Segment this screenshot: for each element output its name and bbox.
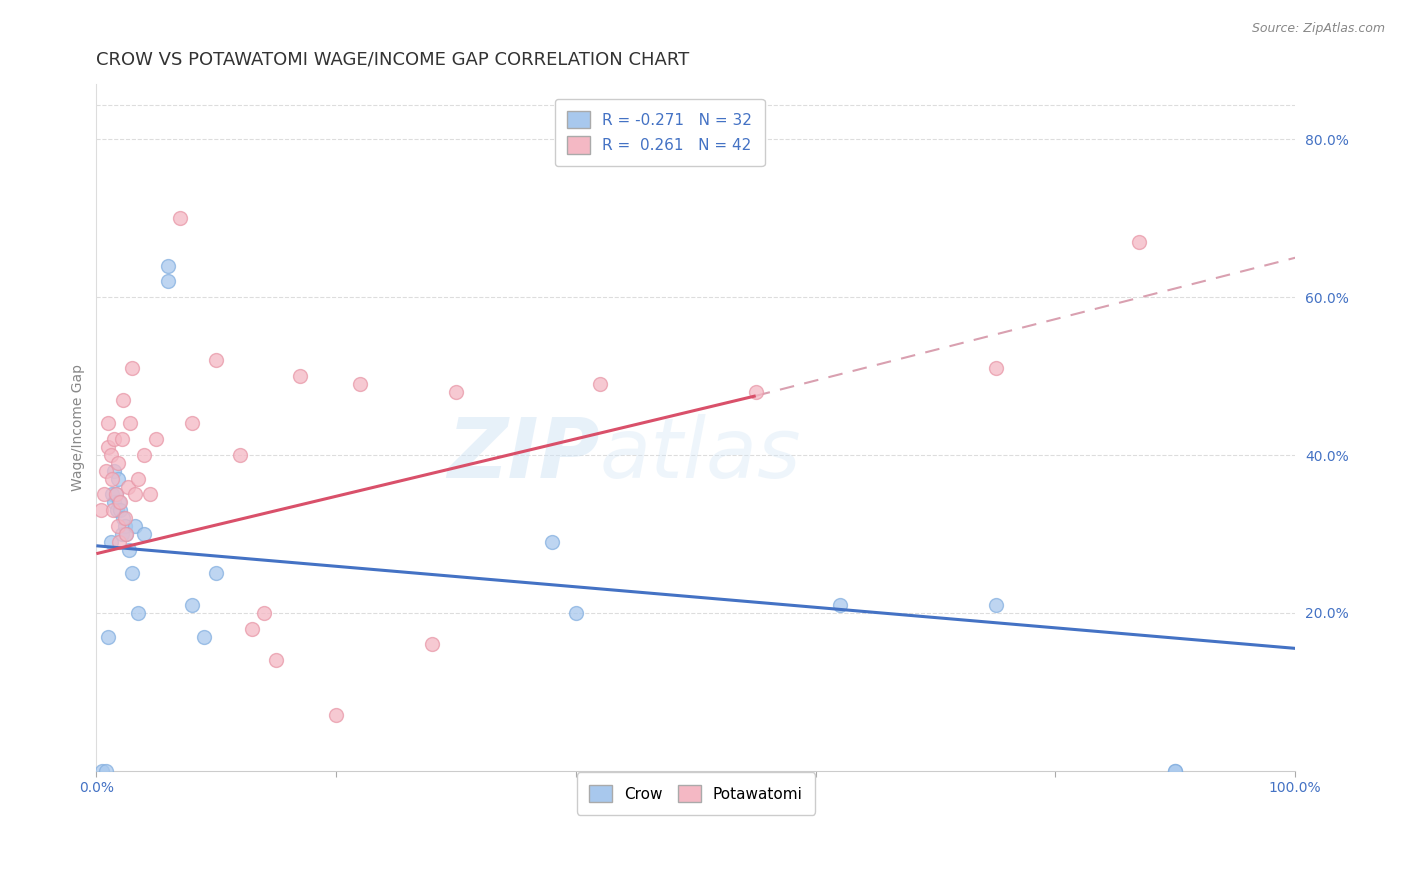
Point [139,487,162,501]
Point [229,448,252,462]
Point [97,630,120,644]
Point [325,708,347,723]
Point [101,472,124,486]
Point [121,361,143,376]
Point [205,353,228,368]
Point [110,527,132,541]
Point [541,534,564,549]
Point [145,432,167,446]
Text: ZIP: ZIP [447,415,600,495]
Point [103,495,125,509]
Point [104,487,127,501]
Point [193,630,215,644]
Point [91,764,114,778]
Point [104,487,127,501]
Point [110,432,132,446]
Point [121,566,143,581]
Point [181,417,204,431]
Point [745,384,768,399]
Point [1164,764,1187,778]
Point [107,456,129,470]
Point [420,637,443,651]
Point [1164,764,1187,778]
Point [97,440,120,454]
Point [111,511,134,525]
Point [117,480,139,494]
Point [118,542,141,557]
Point [124,487,146,501]
Legend: Crow, Potawatomi: Crow, Potawatomi [576,772,815,814]
Point [124,519,146,533]
Point [108,534,131,549]
Y-axis label: Wage/Income Gap: Wage/Income Gap [72,364,86,491]
Text: CROW VS POTAWATOMI WAGE/INCOME GAP CORRELATION CHART: CROW VS POTAWATOMI WAGE/INCOME GAP CORRE… [97,51,689,69]
Point [984,598,1007,612]
Point [1128,235,1150,249]
Point [181,598,204,612]
Point [114,511,136,525]
Point [110,503,132,517]
Point [103,432,125,446]
Point [115,527,138,541]
Point [589,376,612,391]
Point [157,274,180,288]
Point [984,361,1007,376]
Point [134,527,156,541]
Point [169,211,191,226]
Point [349,376,371,391]
Point [103,464,125,478]
Point [240,622,263,636]
Point [110,495,132,509]
Point [94,464,117,478]
Point [118,417,141,431]
Point [134,448,156,462]
Point [828,598,851,612]
Point [94,764,117,778]
Point [100,534,122,549]
Point [107,519,129,533]
Point [444,384,467,399]
Point [97,417,120,431]
Point [115,527,138,541]
Point [157,259,180,273]
Point [90,503,112,517]
Point [264,653,287,667]
Point [107,472,129,486]
Text: atlas: atlas [600,415,801,495]
Point [288,369,311,384]
Point [127,472,149,486]
Point [565,606,588,620]
Point [105,503,128,517]
Point [100,448,122,462]
Point [114,519,136,533]
Point [93,487,115,501]
Point [127,606,149,620]
Point [101,487,124,501]
Point [205,566,228,581]
Text: Source: ZipAtlas.com: Source: ZipAtlas.com [1251,22,1385,36]
Point [253,606,276,620]
Point [101,503,124,517]
Point [111,392,134,407]
Point [108,495,131,509]
